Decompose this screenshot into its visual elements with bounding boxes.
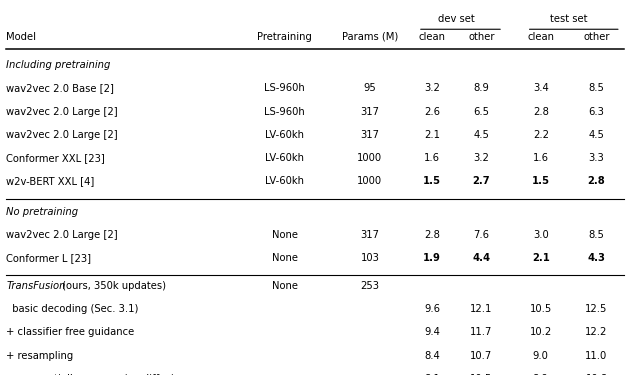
Text: 12.1: 12.1 [470, 304, 492, 314]
Text: 11.7: 11.7 [470, 327, 492, 338]
Text: 1.9: 1.9 [423, 253, 441, 263]
Text: LV-60kh: LV-60kh [266, 130, 304, 140]
Text: 317: 317 [360, 130, 380, 140]
Text: 1.6: 1.6 [424, 153, 440, 163]
Text: 3.2: 3.2 [424, 83, 440, 93]
Text: 10.7: 10.7 [470, 351, 492, 361]
Text: 10.5: 10.5 [470, 374, 492, 375]
Text: 9.4: 9.4 [424, 327, 440, 338]
Text: clean: clean [419, 32, 445, 42]
Text: No pretraining: No pretraining [6, 207, 79, 216]
Text: Model: Model [6, 32, 36, 42]
Text: 6.5: 6.5 [474, 106, 489, 117]
Text: 317: 317 [360, 106, 380, 117]
Text: LS-960h: LS-960h [264, 83, 305, 93]
Text: wav2vec 2.0 Large [2]: wav2vec 2.0 Large [2] [6, 230, 118, 240]
Text: Conformer XXL [23]: Conformer XXL [23] [6, 153, 105, 163]
Text: 253: 253 [360, 281, 380, 291]
Text: 317: 317 [360, 230, 380, 240]
Text: 4.5: 4.5 [474, 130, 489, 140]
Text: 8.9: 8.9 [474, 83, 489, 93]
Text: 1.5: 1.5 [532, 176, 550, 186]
Text: 12.2: 12.2 [586, 327, 607, 338]
Text: other: other [468, 32, 495, 42]
Text: + sequentially progressive diffusion: + sequentially progressive diffusion [6, 374, 186, 375]
Text: 4.5: 4.5 [589, 130, 604, 140]
Text: None: None [272, 281, 298, 291]
Text: 6.3: 6.3 [589, 106, 604, 117]
Text: 2.1: 2.1 [532, 253, 550, 263]
Text: wav2vec 2.0 Large [2]: wav2vec 2.0 Large [2] [6, 130, 118, 140]
Text: 9.0: 9.0 [533, 351, 548, 361]
Text: 2.1: 2.1 [424, 130, 440, 140]
Text: 8.1: 8.1 [424, 374, 440, 375]
Text: 103: 103 [360, 253, 380, 263]
Text: 4.4: 4.4 [472, 253, 490, 263]
Text: None: None [272, 230, 298, 240]
Text: 10.8: 10.8 [586, 374, 607, 375]
Text: wav2vec 2.0 Large [2]: wav2vec 2.0 Large [2] [6, 106, 118, 117]
Text: 10.2: 10.2 [530, 327, 552, 338]
Text: 7.6: 7.6 [474, 230, 489, 240]
Text: + resampling: + resampling [6, 351, 74, 361]
Text: 10.5: 10.5 [530, 304, 552, 314]
Text: 95: 95 [364, 83, 376, 93]
Text: + classifier free guidance: + classifier free guidance [6, 327, 134, 338]
Text: other: other [583, 32, 610, 42]
Text: 2.8: 2.8 [533, 106, 548, 117]
Text: clean: clean [527, 32, 554, 42]
Text: Pretraining: Pretraining [257, 32, 312, 42]
Text: dev set: dev set [438, 14, 475, 24]
Text: basic decoding (Sec. 3.1): basic decoding (Sec. 3.1) [6, 304, 139, 314]
Text: 1000: 1000 [357, 153, 383, 163]
Text: wav2vec 2.0 Base [2]: wav2vec 2.0 Base [2] [6, 83, 115, 93]
Text: test set: test set [550, 14, 588, 24]
Text: w2v-BERT XXL [4]: w2v-BERT XXL [4] [6, 176, 95, 186]
Text: 8.4: 8.4 [424, 351, 440, 361]
Text: LV-60kh: LV-60kh [266, 153, 304, 163]
Text: LS-960h: LS-960h [264, 106, 305, 117]
Text: 2.8: 2.8 [588, 176, 605, 186]
Text: 3.2: 3.2 [474, 153, 489, 163]
Text: 8.9: 8.9 [533, 374, 548, 375]
Text: 3.3: 3.3 [589, 153, 604, 163]
Text: TransFusion: TransFusion [6, 281, 66, 291]
Text: 3.4: 3.4 [533, 83, 548, 93]
Text: 11.0: 11.0 [586, 351, 607, 361]
Text: None: None [272, 253, 298, 263]
Text: 8.5: 8.5 [589, 83, 604, 93]
Text: 4.3: 4.3 [588, 253, 605, 263]
Text: 3.0: 3.0 [533, 230, 548, 240]
Text: 2.2: 2.2 [532, 130, 548, 140]
Text: LV-60kh: LV-60kh [266, 176, 304, 186]
Text: 1.6: 1.6 [532, 153, 548, 163]
Text: 8.5: 8.5 [589, 230, 604, 240]
Text: 1.5: 1.5 [423, 176, 441, 186]
Text: Params (M): Params (M) [342, 32, 398, 42]
Text: 9.6: 9.6 [424, 304, 440, 314]
Text: Conformer L [23]: Conformer L [23] [6, 253, 92, 263]
Text: 2.8: 2.8 [424, 230, 440, 240]
Text: (ours, 350k updates): (ours, 350k updates) [59, 281, 166, 291]
Text: 2.7: 2.7 [472, 176, 490, 186]
Text: 2.6: 2.6 [424, 106, 440, 117]
Text: 1000: 1000 [357, 176, 383, 186]
Text: Including pretraining: Including pretraining [6, 60, 111, 70]
Text: 12.5: 12.5 [586, 304, 607, 314]
